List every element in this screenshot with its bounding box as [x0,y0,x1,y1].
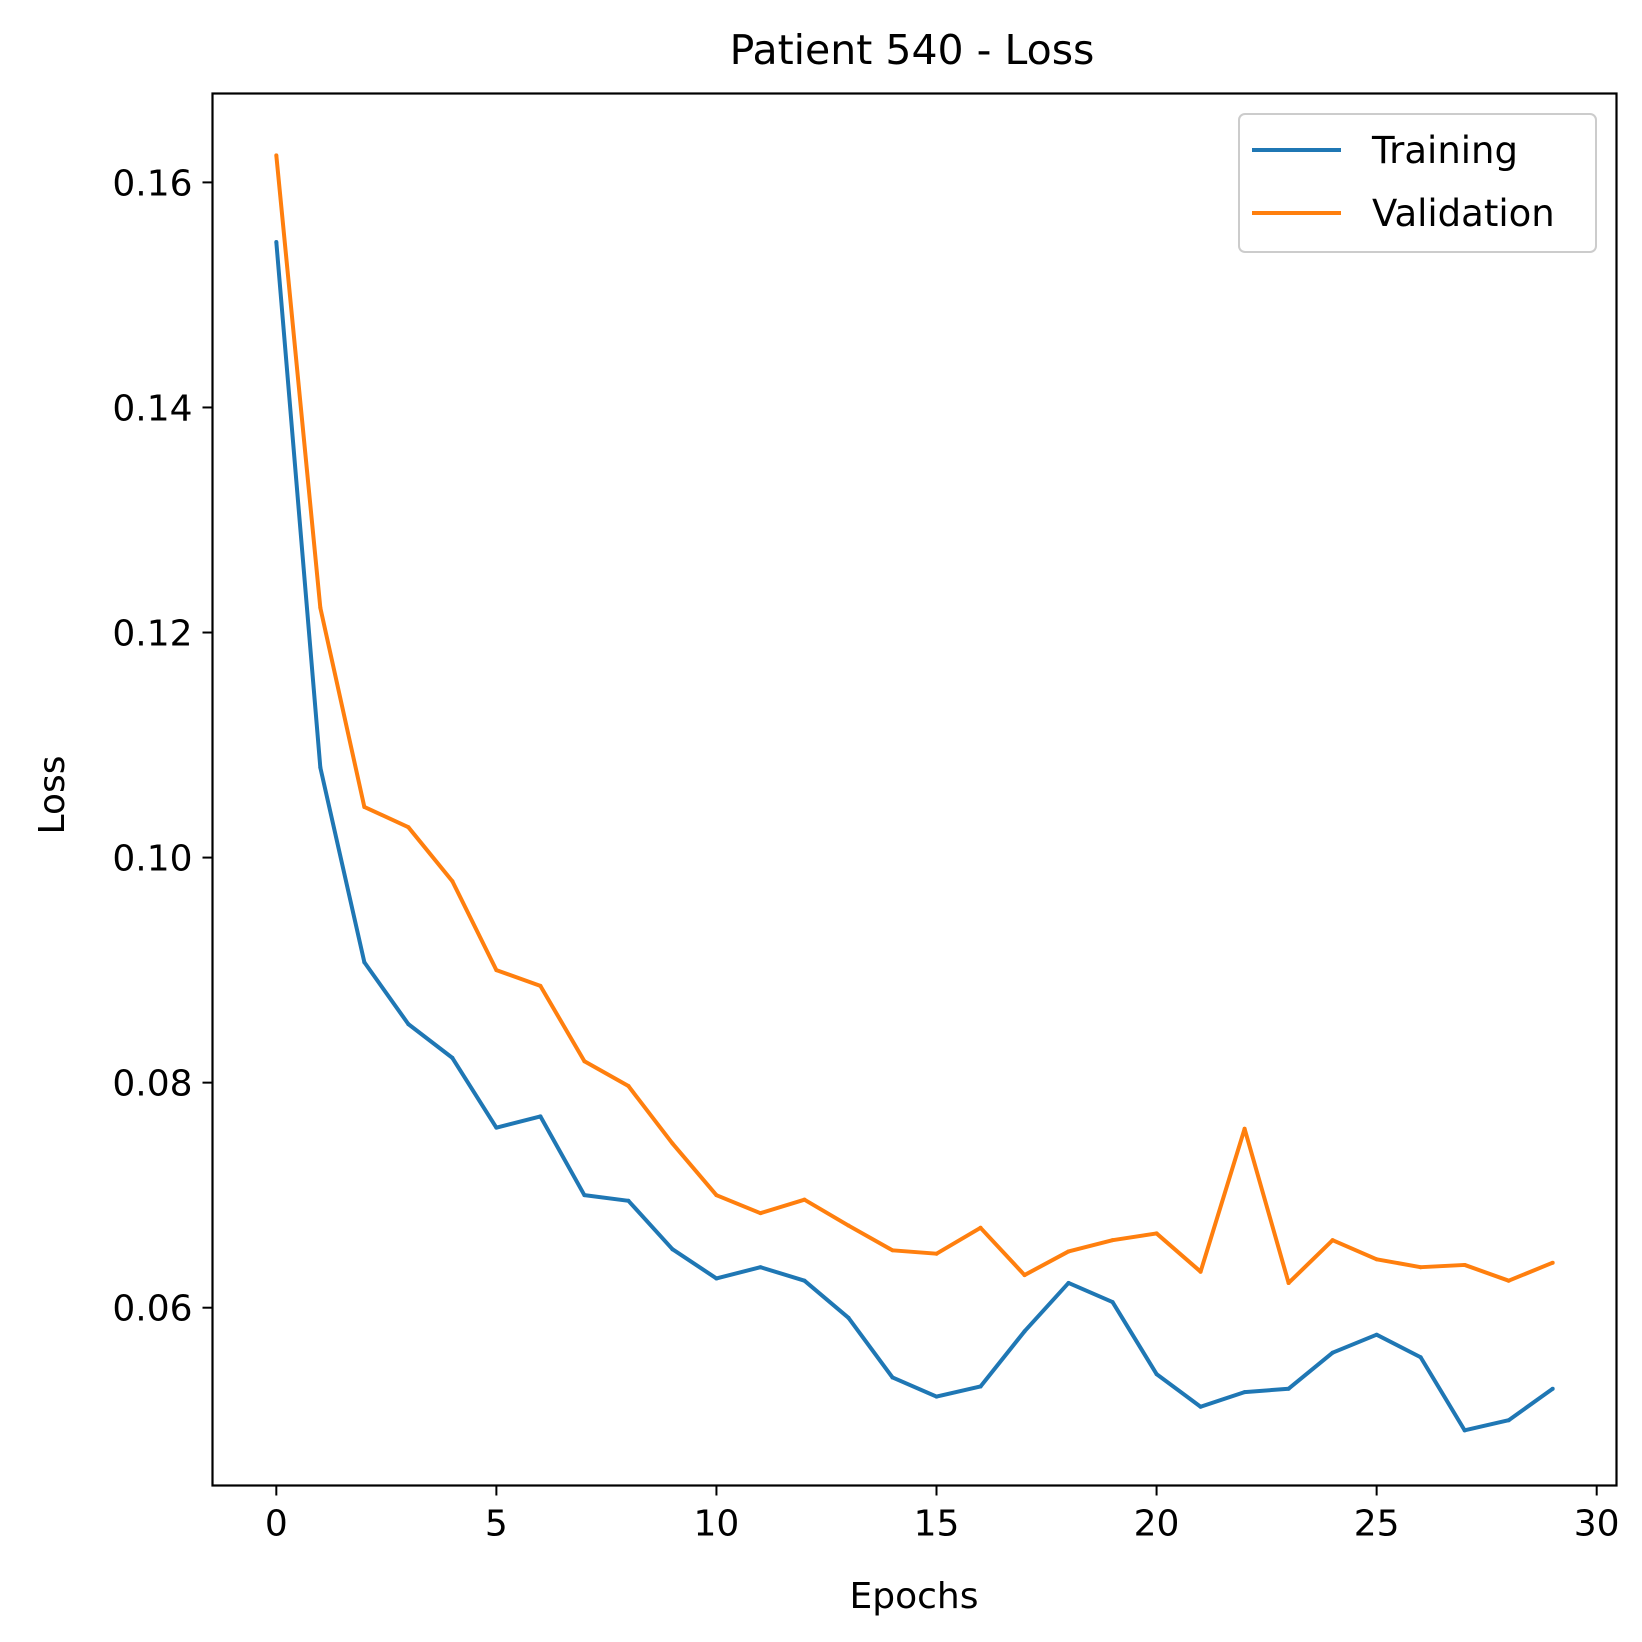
data-point-validation-12 [802,1197,807,1202]
legend: Training Validation [1238,113,1597,253]
x-tick-label: 30 [1574,1504,1620,1545]
data-point-training-29 [1550,1386,1555,1391]
data-point-training-10 [714,1276,719,1281]
data-point-validation-19 [1110,1238,1115,1243]
data-point-validation-13 [846,1223,851,1228]
data-point-validation-22 [1242,1126,1247,1131]
data-point-validation-10 [714,1193,719,1198]
x-tick-label: 5 [485,1504,508,1545]
data-point-validation-27 [1462,1262,1467,1267]
data-point-training-18 [1066,1280,1071,1285]
data-point-validation-1 [318,605,323,610]
data-point-training-3 [406,1022,411,1027]
data-point-validation-26 [1418,1265,1423,1270]
plot-frame [211,92,1618,1487]
y-axis-label: Loss [32,756,73,835]
x-tick-label: 20 [1134,1504,1180,1545]
data-point-training-22 [1242,1390,1247,1395]
data-point-training-24 [1330,1350,1335,1355]
data-point-validation-18 [1066,1249,1071,1254]
data-point-training-6 [538,1114,543,1119]
x-axis-label: Epochs [850,1576,979,1617]
data-point-validation-17 [1022,1273,1027,1278]
legend-label-validation: Validation [1372,192,1555,235]
data-point-training-4 [450,1055,455,1060]
y-tick-label: 0.06 [112,1289,192,1330]
data-point-validation-8 [626,1084,631,1089]
data-point-validation-5 [494,968,499,973]
x-tick-label: 25 [1354,1504,1400,1545]
data-point-training-2 [362,960,367,965]
data-point-validation-6 [538,983,543,988]
data-point-validation-0 [274,153,279,158]
data-point-validation-15 [934,1251,939,1256]
y-tick-label: 0.08 [112,1064,192,1105]
data-point-validation-7 [582,1059,587,1064]
data-point-training-0 [274,240,279,245]
y-tick-label: 0.14 [112,388,192,429]
series-layer [274,153,1555,1433]
ticks-layer: 0 5 10 15 20 25 30 0.06 0.08 0.10 0.12 0.14 0.16 [112,163,1619,1544]
data-point-training-27 [1462,1428,1467,1433]
data-point-validation-24 [1330,1238,1335,1243]
data-point-training-17 [1022,1329,1027,1334]
data-point-training-1 [318,765,323,770]
x-tick-label: 0 [265,1504,288,1545]
data-point-training-21 [1198,1404,1203,1409]
data-point-training-8 [626,1198,631,1203]
data-point-training-15 [934,1394,939,1399]
data-point-validation-9 [670,1141,675,1146]
data-point-training-25 [1374,1332,1379,1337]
data-point-training-26 [1418,1355,1423,1360]
data-point-training-12 [802,1278,807,1283]
x-tick-label: 15 [914,1504,960,1545]
data-point-validation-23 [1286,1280,1291,1285]
data-point-training-20 [1154,1372,1159,1377]
data-point-validation-20 [1154,1231,1159,1236]
data-point-training-19 [1110,1300,1115,1305]
y-tick-label: 0.12 [112,614,192,655]
data-point-validation-14 [890,1248,895,1253]
data-point-validation-4 [450,879,455,884]
data-point-training-7 [582,1193,587,1198]
series-line-validation [274,155,1554,1285]
data-point-training-13 [846,1315,851,1320]
data-point-training-28 [1506,1418,1511,1423]
y-tick-label: 0.16 [112,163,192,204]
x-tick-label: 10 [694,1504,740,1545]
data-point-training-5 [494,1125,499,1130]
data-point-validation-16 [978,1225,983,1230]
data-point-training-16 [978,1384,983,1389]
y-tick-label: 0.10 [112,839,192,880]
data-point-validation-28 [1506,1278,1511,1283]
chart-title: Patient 540 - Loss [730,26,1095,74]
data-point-validation-21 [1198,1269,1203,1274]
series-line-training [274,241,1554,1433]
data-point-validation-29 [1550,1260,1555,1265]
data-point-training-14 [890,1375,895,1380]
data-point-training-23 [1286,1386,1291,1391]
data-point-validation-11 [758,1211,763,1216]
legend-label-training: Training [1371,129,1518,172]
data-point-training-9 [670,1247,675,1252]
data-point-validation-2 [362,804,367,809]
data-point-validation-3 [406,825,411,830]
data-point-validation-25 [1374,1257,1379,1262]
data-point-training-11 [758,1265,763,1270]
